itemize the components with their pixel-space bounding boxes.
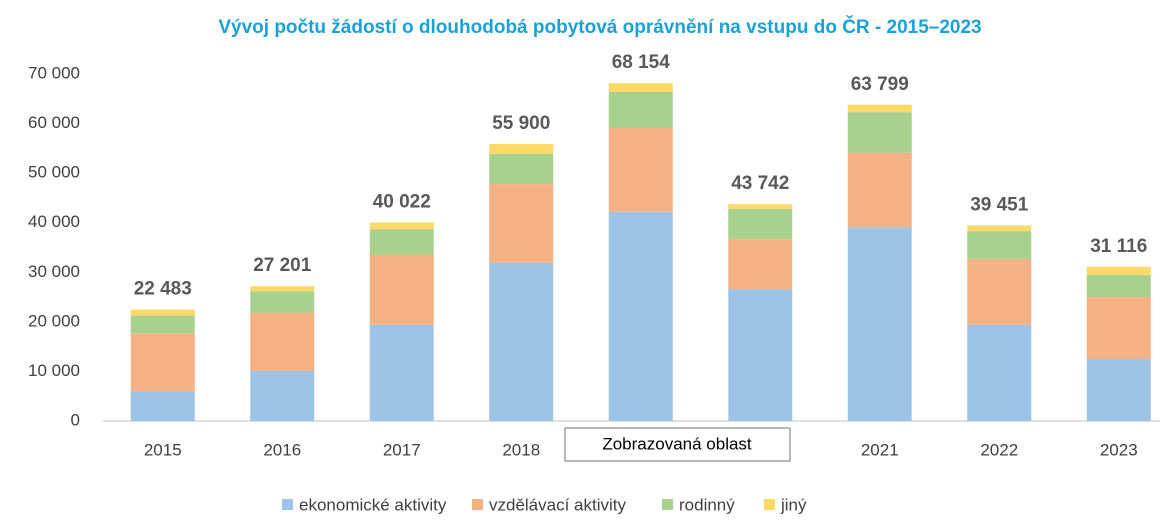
y-tick-label: 50 000 xyxy=(28,163,80,182)
bar-segment xyxy=(1086,359,1151,421)
bar-segment xyxy=(369,324,434,421)
bar-segment xyxy=(967,225,1032,232)
bar-segment xyxy=(1086,266,1151,275)
bar-segment xyxy=(489,184,554,263)
tooltip-text: Zobrazovaná oblast xyxy=(602,434,752,453)
total-label: 39 451 xyxy=(970,194,1029,215)
bar-segment xyxy=(1086,274,1151,298)
legend-label: vzdělávací aktivity xyxy=(489,495,626,514)
bar-segment xyxy=(847,152,912,228)
bar-segment xyxy=(369,222,434,230)
bar-segment xyxy=(728,208,793,240)
bar-segment xyxy=(608,211,673,421)
bar-segment xyxy=(847,104,912,113)
legend-label: ekonomické aktivity xyxy=(299,495,447,514)
bar-segment xyxy=(967,324,1032,421)
y-tick-label: 60 000 xyxy=(28,113,80,132)
bar-segment xyxy=(967,231,1032,259)
bar-segment xyxy=(728,204,793,209)
total-label: 22 483 xyxy=(134,279,192,300)
bar-segment xyxy=(608,128,673,212)
total-label: 63 799 xyxy=(851,74,909,95)
x-tick-label: 2023 xyxy=(1100,440,1138,459)
bar-segment xyxy=(728,239,793,290)
bar-segment xyxy=(608,83,673,92)
bar-segment xyxy=(130,315,195,334)
x-tick-label: 2015 xyxy=(144,440,182,459)
y-tick-label: 40 000 xyxy=(28,212,80,231)
bar-segment xyxy=(250,312,315,371)
bar-segment xyxy=(130,391,195,421)
y-tick-label: 10 000 xyxy=(28,361,80,380)
y-tick-label: 70 000 xyxy=(28,63,80,82)
bar-segment xyxy=(130,333,195,392)
bar-segment xyxy=(608,91,673,129)
total-label: 40 022 xyxy=(373,192,431,213)
legend-swatch xyxy=(282,499,293,510)
tooltip-box xyxy=(564,427,791,462)
bar-segment xyxy=(489,262,554,421)
bar-segment xyxy=(489,143,554,154)
y-tick-label: 0 xyxy=(71,410,80,429)
chart-title: Vývoj počtu žádostí o dlouhodobá pobytov… xyxy=(218,16,981,38)
y-tick-label: 30 000 xyxy=(28,262,80,281)
bar-segment xyxy=(250,291,315,313)
bar-segment xyxy=(728,289,793,421)
legend-label: rodinný xyxy=(679,495,735,514)
bar-segment xyxy=(369,254,434,325)
x-tick-label: 2016 xyxy=(263,440,301,459)
legend-swatch xyxy=(764,499,775,510)
total-label: 31 116 xyxy=(1090,236,1147,257)
bar-segment xyxy=(130,309,195,316)
bar-segment xyxy=(369,229,434,255)
bar-segment xyxy=(250,286,315,292)
bar-segment xyxy=(1086,297,1151,360)
x-tick-label: 2018 xyxy=(502,440,540,459)
y-tick-label: 20 000 xyxy=(28,311,80,330)
x-tick-label: 2021 xyxy=(861,440,899,459)
total-label: 68 154 xyxy=(612,52,671,73)
bar-segment xyxy=(847,112,912,153)
legend-label: jiný xyxy=(780,495,807,514)
bar-segment xyxy=(489,153,554,185)
total-label: 55 900 xyxy=(492,113,550,134)
legend-swatch xyxy=(472,499,483,510)
bar-segment xyxy=(847,227,912,421)
legend-swatch xyxy=(662,499,673,510)
bar-segment xyxy=(250,370,315,421)
total-label: 27 201 xyxy=(253,255,312,276)
x-tick-label: 2022 xyxy=(980,440,1018,459)
bar-segment xyxy=(967,258,1032,325)
total-label: 43 742 xyxy=(731,173,789,194)
x-tick-label: 2017 xyxy=(383,440,421,459)
